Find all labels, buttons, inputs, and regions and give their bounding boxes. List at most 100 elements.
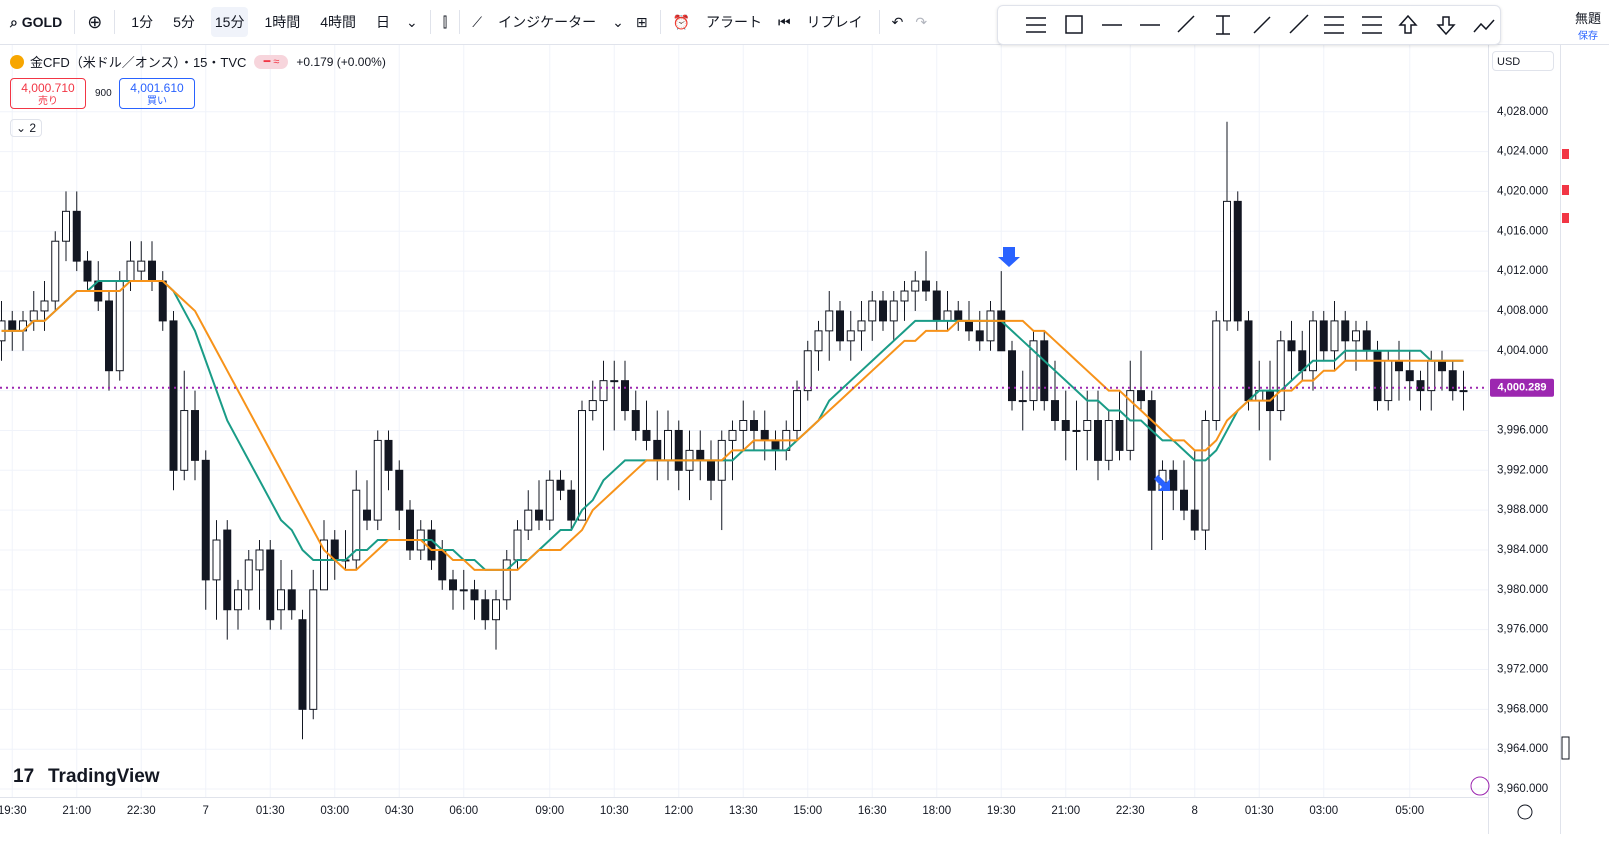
compare-button[interactable]: ⊕ [87, 11, 103, 32]
symbol: GOLD [21, 13, 63, 30]
separator [659, 10, 661, 34]
interval-button[interactable]: 4時間 [320, 14, 357, 30]
candle-body [137, 260, 146, 272]
tool-rect[interactable] [1065, 15, 1083, 34]
candle-body [1212, 320, 1221, 422]
indicator-line [1, 280, 1464, 571]
x-tick-label: 22:30 [127, 805, 156, 817]
chart-type-button[interactable]: ⫿ [442, 13, 448, 30]
interval-button[interactable]: 1分 [131, 14, 154, 30]
replay-button[interactable]: リプレイ [806, 14, 863, 30]
alert-marker [1562, 149, 1569, 159]
tool-brush[interactable] [1177, 15, 1195, 33]
layout-save[interactable]: 無題 保存 [1575, 8, 1601, 42]
x-tick-label: 05:00 [1395, 805, 1424, 817]
tool-fib[interactable] [1324, 16, 1344, 34]
templates-button[interactable]: ⊞ [635, 13, 648, 30]
candle-body [1029, 340, 1038, 402]
candle-body [29, 310, 38, 322]
tool-arrow-up[interactable] [1398, 14, 1418, 34]
tool-channel[interactable] [1362, 16, 1382, 34]
settings-icon[interactable] [1517, 804, 1533, 820]
drawing-toolbar [997, 5, 1501, 45]
plot-area [0, 45, 1488, 797]
tool-text[interactable] [1216, 15, 1230, 35]
candle-body [567, 489, 576, 521]
y-tick-label: 3,996.000 [1497, 424, 1548, 436]
candle-body [836, 310, 844, 342]
alert-icon: ⏰ [672, 13, 690, 30]
candle-body [406, 509, 414, 551]
candle-body [1147, 400, 1156, 491]
candle-body [51, 240, 60, 302]
price-label-bg [1490, 378, 1554, 397]
candle-body [266, 549, 275, 621]
y-tick-label: 3,964.000 [1497, 743, 1548, 755]
lightning-icon[interactable] [1470, 776, 1490, 796]
candle-body [1448, 370, 1457, 392]
interval-button[interactable]: 5分 [173, 14, 195, 30]
candle-body [793, 390, 801, 431]
candle-body [1362, 330, 1371, 352]
candle-body [556, 479, 565, 491]
save-label: 保存 [1577, 31, 1598, 42]
interval-button[interactable]: 15分 [210, 7, 249, 37]
candle-body [72, 210, 81, 262]
candle-body [674, 429, 683, 471]
indicators-button[interactable]: インジケーター [498, 14, 597, 30]
alert-button[interactable]: アラート [705, 14, 762, 30]
spread: 900 [95, 88, 112, 99]
x-tick-label: 18:00 [922, 805, 951, 817]
tool-line[interactable] [1289, 14, 1309, 34]
x-tick-label: 16:30 [858, 805, 887, 817]
y-tick-label: 3,968.000 [1497, 703, 1548, 715]
candle-body [760, 429, 769, 441]
redo-button[interactable]: ↷ [915, 13, 928, 30]
indicator-toggle[interactable]: ⌄ 2 [10, 119, 43, 137]
candle-body [621, 380, 629, 412]
price-label: 4,000.289 [1498, 382, 1547, 394]
symbol-search[interactable]: ⌕ GOLD [10, 13, 63, 30]
candle-body [588, 400, 597, 412]
tool-arrow-down[interactable] [1436, 16, 1456, 36]
separator [459, 10, 461, 34]
candle-body [1072, 429, 1081, 432]
candle-body [115, 280, 124, 372]
indicator-count: 2 [29, 121, 37, 135]
layout-name: 無題 [1574, 11, 1601, 26]
candle-body [610, 380, 619, 383]
tool-lines[interactable] [1026, 17, 1046, 33]
candle-body [8, 320, 17, 332]
tool-trend[interactable] [1253, 16, 1271, 34]
y-tick-label: 4,012.000 [1497, 265, 1548, 277]
candle-body [244, 559, 253, 591]
interval-button[interactable]: 日 [376, 14, 391, 30]
interval-button[interactable]: 1時間 [264, 14, 301, 30]
candle-body [545, 479, 554, 521]
candle-body [986, 310, 995, 342]
side-strip-border [1560, 44, 1561, 834]
candle-body [825, 310, 834, 332]
candle-body [943, 310, 952, 322]
candle-body [320, 539, 328, 591]
interval-dropdown[interactable]: ⌄ [406, 13, 418, 30]
sell-button[interactable]: 4,000.710 売り [10, 78, 86, 109]
signal-arrow [998, 247, 1020, 267]
buy-button[interactable]: 4,001.610 買い [119, 78, 195, 109]
candle-body [1008, 350, 1016, 402]
replay-icon: ⏮ [777, 13, 791, 30]
y-tick-label: 4,016.000 [1497, 225, 1548, 237]
candle-body [911, 280, 920, 292]
y-tick-label: 4,024.000 [1497, 146, 1548, 158]
candle-body [191, 410, 199, 461]
candle-body [1276, 340, 1285, 412]
currency-select[interactable]: USD [1492, 51, 1554, 71]
x-tick-label: 03:00 [320, 805, 349, 817]
x-tick-label: 22:30 [1116, 805, 1145, 817]
separator [74, 10, 76, 34]
tool-path[interactable] [1473, 19, 1495, 33]
indicators-dropdown[interactable]: ⌄ [612, 13, 624, 30]
buy-price: 4,001.610 [130, 81, 184, 95]
undo-button[interactable]: ↶ [891, 13, 904, 30]
